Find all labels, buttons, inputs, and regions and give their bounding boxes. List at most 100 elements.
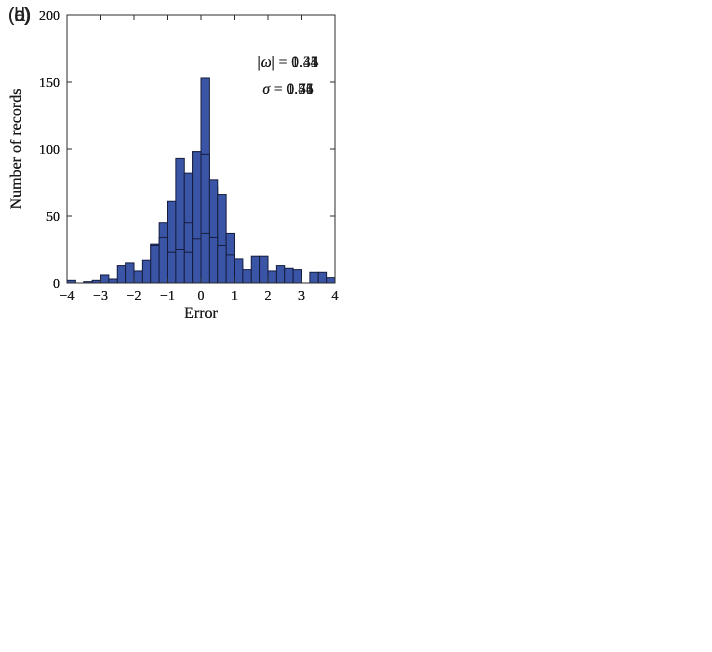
x-tick-label: 2 xyxy=(265,289,272,304)
x-tick-label: −3 xyxy=(93,289,108,304)
x-tick-label: −2 xyxy=(127,289,142,304)
x-tick-label: −4 xyxy=(60,289,75,304)
y-tick-label: 0 xyxy=(53,277,60,292)
histogram-bar xyxy=(225,254,236,284)
x-tick-label: 0 xyxy=(198,289,205,304)
x-tick-label: −4 xyxy=(60,289,75,304)
x-tick-label: 1 xyxy=(231,289,238,304)
y-tick-label: 50 xyxy=(46,210,60,225)
x-axis-label: Error xyxy=(184,305,218,322)
y-tick-label: 100 xyxy=(39,143,60,158)
panel-c-letter: (c) xyxy=(8,5,31,26)
annotation-sigma: σ = 1.74 xyxy=(262,81,314,98)
histogram-bar xyxy=(200,232,210,284)
x-axis-label: Error xyxy=(184,305,218,322)
x-tick-label: −1 xyxy=(160,289,175,304)
x-tick-label: 4 xyxy=(332,289,339,304)
x-tick-label: 0 xyxy=(198,289,205,304)
y-tick-label: 50 xyxy=(46,210,60,225)
x-tick-label: −3 xyxy=(93,289,108,304)
histogram-bar xyxy=(234,258,244,284)
histogram-bar xyxy=(250,255,261,284)
histogram-bar xyxy=(317,271,328,284)
y-tick-label: 150 xyxy=(39,76,60,91)
x-tick-label: 1 xyxy=(231,289,238,304)
x-tick-label: −3 xyxy=(93,289,108,304)
x-tick-label: −1 xyxy=(160,289,175,304)
histogram-bar xyxy=(175,249,185,284)
y-tick-label: 0 xyxy=(53,277,60,292)
y-tick-label: 100 xyxy=(39,143,60,158)
annotation-abs-omega: |ω| = 1.35 xyxy=(258,54,319,71)
x-tick-label: −1 xyxy=(160,289,175,304)
annotation-sigma: σ = 0.55 xyxy=(262,81,314,98)
y-tick-label: 200 xyxy=(39,9,60,24)
x-tick-label: 0 xyxy=(198,289,205,304)
annotation-abs-omega: |ω| = 0.31 xyxy=(258,54,319,71)
y-tick-label: 200 xyxy=(39,9,60,24)
histogram-bar xyxy=(116,265,127,284)
histogram-bar xyxy=(275,265,286,284)
histogram-bar xyxy=(108,278,118,284)
histogram-bar xyxy=(150,244,160,284)
x-tick-label: 2 xyxy=(265,289,272,304)
panel-d-bars xyxy=(66,232,336,284)
y-axis-label: Number of records xyxy=(8,89,25,210)
histogram-bar xyxy=(259,255,269,284)
x-tick-label: −3 xyxy=(93,289,108,304)
y-tick-label: 100 xyxy=(39,143,60,158)
histogram-bar xyxy=(100,274,110,284)
panel-b-letter: (b) xyxy=(8,5,32,26)
histogram-bar xyxy=(141,259,152,284)
axis-ticks xyxy=(66,14,336,284)
x-tick-label: 2 xyxy=(265,289,272,304)
y-axis-label: Number of records xyxy=(8,89,25,210)
histogram-bar xyxy=(309,271,319,284)
x-axis-label: Error xyxy=(184,305,218,322)
y-tick-label: 0 xyxy=(53,277,60,292)
histogram-bar xyxy=(167,251,177,284)
y-tick-label: 50 xyxy=(46,210,60,225)
x-tick-label: 0 xyxy=(198,289,205,304)
panel-d-plot: −4 −3 −2 −1 0 1 2 3 4 0 50 100 150 200 Error Number of … xyxy=(8,9,339,322)
x-tick-label: 4 xyxy=(332,289,339,304)
x-tick-label: −4 xyxy=(60,289,75,304)
histogram-bar xyxy=(158,236,169,284)
x-tick-label: −2 xyxy=(127,289,142,304)
y-tick-label: 100 xyxy=(39,143,60,158)
panel-d-letter: (d) xyxy=(8,5,32,26)
x-tick-label: 3 xyxy=(298,289,305,304)
histogram-bar xyxy=(133,270,143,284)
y-tick-label: 150 xyxy=(39,76,60,91)
y-tick-label: 0 xyxy=(53,277,60,292)
x-tick-label: −2 xyxy=(127,289,142,304)
histogram-bar xyxy=(242,269,252,284)
x-tick-label: 3 xyxy=(298,289,305,304)
histogram-bar xyxy=(125,262,135,284)
histogram-bar xyxy=(217,244,227,284)
x-tick-label: −2 xyxy=(127,289,142,304)
panel-a-letter: (a) xyxy=(8,5,32,26)
y-tick-label: 50 xyxy=(46,210,60,225)
panel-d: (d) −4 −3 −2 −1 0 1 2 3 4 0 50 100 150 200 Error Number… xyxy=(0,0,356,326)
annotation-abs-omega: |ω| = 0.44 xyxy=(258,54,319,71)
x-tick-label: 3 xyxy=(298,289,305,304)
x-tick-label: 3 xyxy=(298,289,305,304)
histogram-bar xyxy=(326,277,336,284)
y-tick-label: 150 xyxy=(39,76,60,91)
y-tick-label: 200 xyxy=(39,9,60,24)
y-tick-label: 200 xyxy=(39,9,60,24)
x-tick-label: 4 xyxy=(332,289,339,304)
x-tick-label: 4 xyxy=(332,289,339,304)
histogram-bar xyxy=(292,269,303,284)
y-axis-label: Number of records xyxy=(8,89,25,210)
x-tick-label: 1 xyxy=(231,289,238,304)
annotation-abs-omega: |ω| = 0.44 xyxy=(258,54,319,71)
histogram-bar xyxy=(192,238,202,284)
x-axis-label: Error xyxy=(184,305,218,322)
annotation-sigma: σ = 0.41 xyxy=(262,81,313,98)
histogram-bar xyxy=(183,251,194,284)
y-axis-label: Number of records xyxy=(8,89,25,210)
x-tick-label: −1 xyxy=(160,289,175,304)
